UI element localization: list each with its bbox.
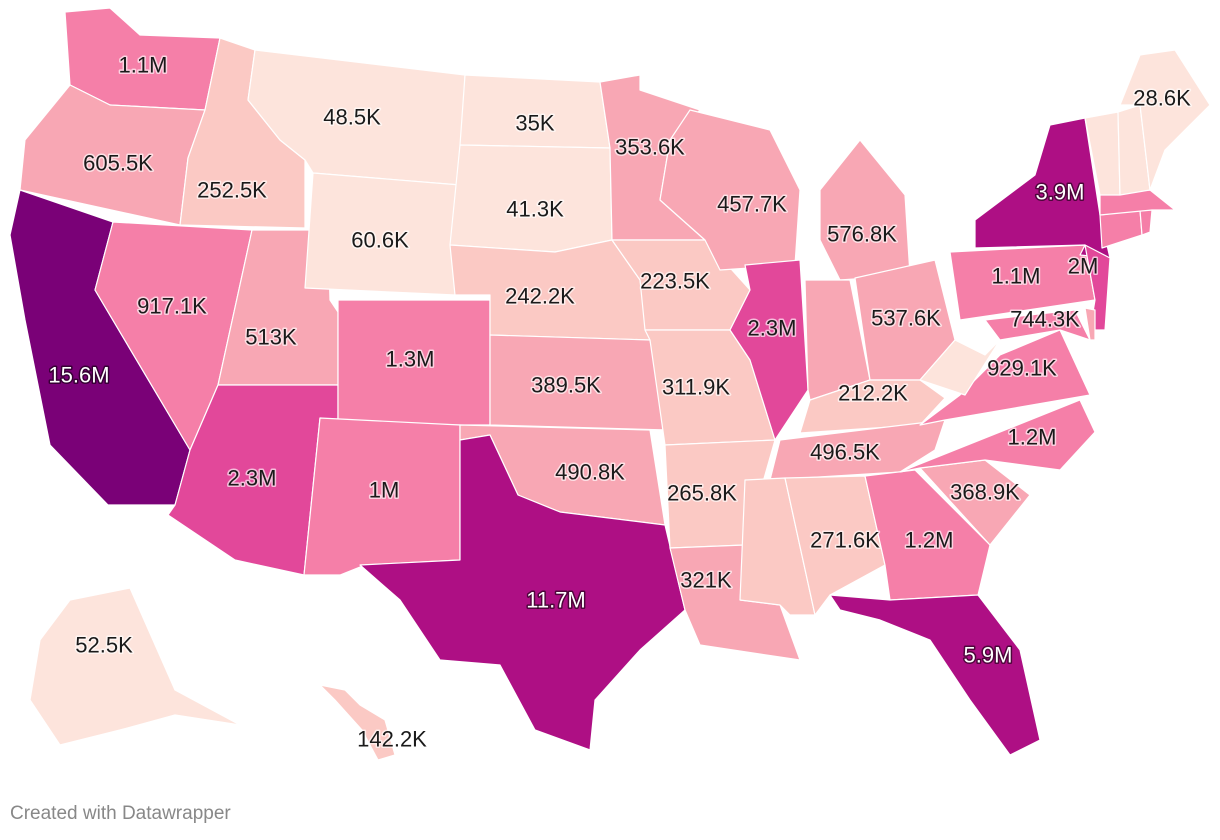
- state-ky[interactable]: [799, 379, 946, 434]
- state-value-label-mi: 576.8K: [827, 222, 897, 247]
- state-value-label-ks: 389.5K: [531, 373, 601, 398]
- state-hi[interactable]: [319, 684, 396, 761]
- state-value-label-ar: 265.8K: [667, 481, 737, 506]
- state-value-label-la: 321K: [680, 568, 732, 593]
- state-value-label-sd: 41.3K: [506, 197, 564, 222]
- state-me[interactable]: [1119, 49, 1211, 191]
- state-ct[interactable]: [1099, 209, 1143, 249]
- state-value-label-pa: 1.1M: [992, 264, 1041, 289]
- state-value-label-ny: 3.9M: [1036, 180, 1085, 205]
- state-value-label-nm: 1M: [369, 478, 400, 503]
- state-value-label-al: 271.6K: [810, 528, 880, 553]
- state-value-label-ia: 223.5K: [640, 269, 710, 294]
- state-value-label-wi: 457.7K: [717, 192, 787, 217]
- state-value-label-sc: 368.9K: [950, 480, 1020, 505]
- state-al[interactable]: [784, 475, 886, 616]
- state-value-label-hi: 142.2K: [357, 727, 427, 752]
- state-value-label-fl: 5.9M: [964, 643, 1013, 668]
- state-value-label-az: 2.3M: [228, 466, 277, 491]
- state-value-label-ca: 15.6M: [48, 363, 109, 388]
- state-value-label-wa: 1.1M: [119, 53, 168, 78]
- state-value-label-ut: 513K: [245, 325, 297, 350]
- state-mi[interactable]: [819, 139, 911, 281]
- state-value-label-md: 744.3K: [1010, 307, 1080, 332]
- state-value-label-mo: 311.9K: [662, 375, 730, 400]
- state-fl[interactable]: [829, 594, 1041, 756]
- state-nc[interactable]: [899, 399, 1096, 473]
- state-wi[interactable]: [659, 109, 801, 271]
- state-value-label-va: 929.1K: [987, 356, 1057, 381]
- state-value-label-ne: 242.2K: [505, 284, 575, 309]
- state-value-label-il: 2.3M: [748, 316, 797, 341]
- state-value-label-mn: 353.6K: [615, 135, 685, 160]
- state-value-label-tn: 496.5K: [810, 440, 880, 465]
- datawrapper-credit: Created with Datawrapper: [10, 803, 231, 824]
- state-md[interactable]: [984, 309, 1091, 341]
- state-de[interactable]: [1084, 307, 1096, 341]
- state-value-label-mt: 48.5K: [323, 105, 381, 130]
- state-nj[interactable]: [1084, 244, 1111, 331]
- state-tn[interactable]: [769, 419, 946, 481]
- state-value-label-nj: 2M: [1068, 254, 1099, 279]
- state-ri[interactable]: [1139, 209, 1153, 236]
- state-ak[interactable]: [29, 587, 241, 746]
- state-il[interactable]: [729, 259, 809, 441]
- state-value-label-oh: 537.6K: [871, 306, 941, 331]
- state-tx[interactable]: [359, 434, 686, 751]
- us-choropleth-map: 1.1M 605.5K 15.6M 252.5K 917.1K 513K 2.3M 48.5K…: [9, 7, 1211, 761]
- state-value-label-nc: 1.2M: [1008, 425, 1057, 450]
- state-value-label-me: 28.6K: [1133, 86, 1191, 111]
- state-value-label-or: 605.5K: [83, 151, 153, 176]
- state-value-label-ak: 52.5K: [75, 633, 133, 658]
- state-value-label-ga: 1.2M: [905, 528, 954, 553]
- state-value-label-co: 1.3M: [386, 347, 435, 372]
- state-value-label-ok: 490.8K: [555, 460, 625, 485]
- state-value-label-ky: 212.2K: [838, 381, 908, 406]
- state-wv[interactable]: [919, 339, 1001, 396]
- state-value-label-nv: 917.1K: [137, 294, 207, 319]
- state-value-label-tx: 11.7M: [526, 588, 586, 613]
- state-value-label-nd: 35K: [515, 111, 554, 136]
- state-value-label-wy: 60.6K: [351, 228, 409, 253]
- state-value-label-id: 252.5K: [197, 178, 267, 203]
